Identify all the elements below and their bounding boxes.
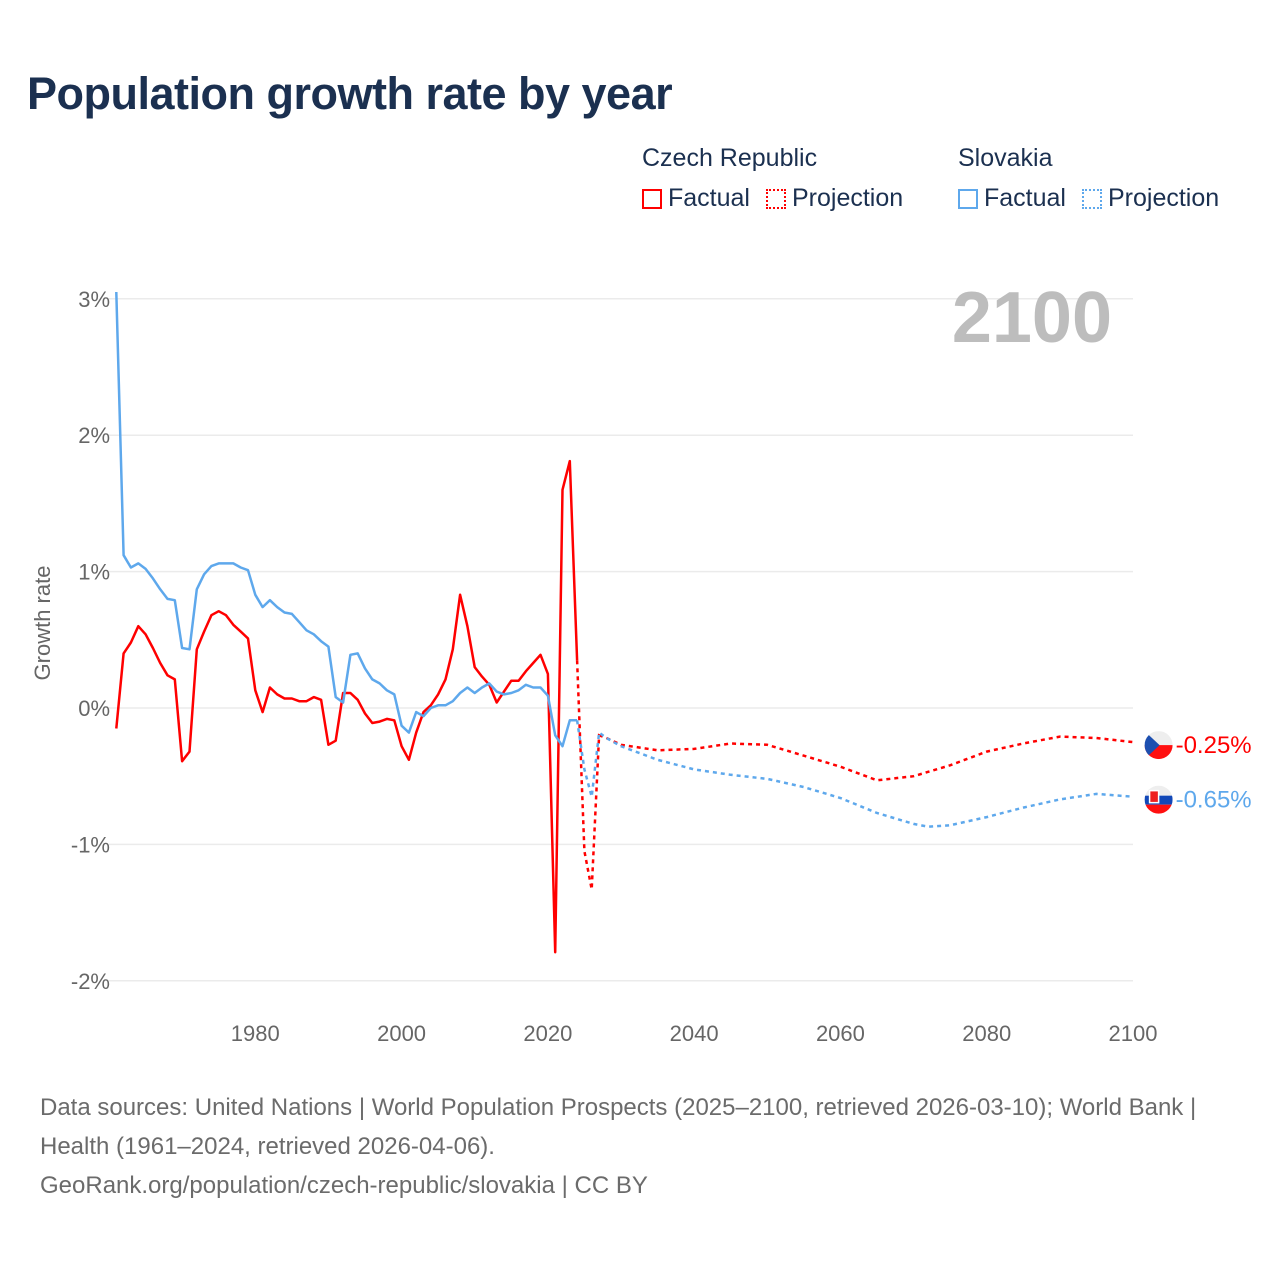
legend-label: Factual bbox=[984, 184, 1066, 212]
legend-group-slovakia: Slovakia Factual Projection bbox=[958, 144, 1219, 213]
x-tick-label: 1980 bbox=[231, 1021, 280, 1046]
x-tick-label: 2000 bbox=[377, 1021, 426, 1046]
legend-swatch-solid bbox=[642, 188, 662, 209]
end-value-label: -0.25% bbox=[1176, 732, 1252, 759]
legend-swatch-solid bbox=[958, 188, 978, 209]
x-tick-label: 2060 bbox=[816, 1021, 865, 1046]
end-value-label: -0.65% bbox=[1176, 787, 1252, 814]
legend-label: Projection bbox=[1107, 184, 1220, 212]
series-factual-line bbox=[115, 291, 578, 748]
legend-label: Factual bbox=[668, 184, 750, 212]
series-projection-line bbox=[575, 720, 1134, 828]
legend-swatch-dotted bbox=[765, 188, 786, 209]
data-sources: Data sources: United Nations | World Pop… bbox=[40, 1094, 1197, 1160]
source-url[interactable]: GeoRank.org/population/czech-republic/sl… bbox=[40, 1172, 648, 1199]
series-projection-line bbox=[575, 660, 1134, 890]
y-tick-label: -2% bbox=[71, 969, 110, 994]
legend-group-title: Slovakia bbox=[958, 144, 1053, 172]
y-tick-label: 2% bbox=[78, 423, 110, 448]
series-factual-line bbox=[115, 459, 579, 954]
y-tick-label: 1% bbox=[78, 560, 110, 585]
legend-czech-factual[interactable]: Factual bbox=[642, 184, 750, 213]
x-tick-label: 2020 bbox=[523, 1021, 572, 1046]
y-tick-label: 0% bbox=[78, 696, 110, 721]
y-tick-label: 3% bbox=[78, 287, 110, 312]
czech-flag-icon bbox=[1144, 731, 1173, 760]
footer: Data sources: United Nations | World Pop… bbox=[40, 1088, 1240, 1205]
x-tick-label: 2100 bbox=[1109, 1021, 1158, 1046]
legend-group-czech-republic: Czech Republic Factual Projection bbox=[642, 144, 903, 213]
year-display: 2100 bbox=[952, 278, 1112, 358]
legend-label: Projection bbox=[791, 184, 904, 212]
y-axis-label: Growth rate bbox=[30, 566, 55, 681]
legend-slovakia-factual[interactable]: Factual bbox=[958, 184, 1066, 213]
legend-swatch-dotted bbox=[1081, 188, 1102, 209]
slovakia-flag-icon bbox=[1144, 785, 1173, 814]
legend-slovakia-projection[interactable]: Projection bbox=[1081, 184, 1220, 213]
x-tick-label: 2080 bbox=[962, 1021, 1011, 1046]
x-tick-label: 2040 bbox=[670, 1021, 719, 1046]
y-tick-label: -1% bbox=[71, 832, 110, 857]
legend-czech-projection[interactable]: Projection bbox=[765, 184, 904, 213]
chart-title: Population growth rate by year bbox=[27, 68, 673, 119]
legend-group-title: Czech Republic bbox=[642, 144, 818, 172]
